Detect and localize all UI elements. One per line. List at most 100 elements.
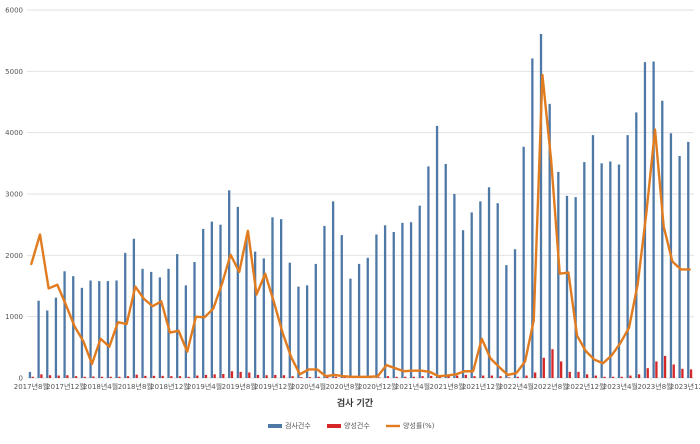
x-tick-label: 2021년12월 <box>462 382 502 391</box>
bar-tests <box>262 258 265 378</box>
bar-positives <box>161 375 164 378</box>
bar-tests <box>202 228 205 378</box>
bar-tests <box>487 187 491 378</box>
x-tick-label: 2023년8월 <box>637 382 672 391</box>
bar-tests <box>124 252 127 378</box>
bar-tests <box>617 164 621 378</box>
bar-positives <box>300 377 303 378</box>
y-axis-ticks: 0 1000 2000 3000 4000 5000 6000 <box>5 7 23 383</box>
bar-positives <box>274 374 277 378</box>
bar-tests <box>600 163 603 378</box>
bar-tests <box>444 163 447 378</box>
x-tick-label: 2018년4월 <box>83 382 118 391</box>
bar-tests <box>80 287 84 378</box>
bar-positives <box>74 376 78 378</box>
bar-positives <box>92 376 95 378</box>
bar-positives <box>603 376 606 378</box>
x-tick-label: 2021년8월 <box>430 382 465 391</box>
bar-tests <box>245 236 248 378</box>
bar-tests <box>340 235 343 378</box>
bar-tests <box>132 238 136 378</box>
x-tick-label: 2018년12월 <box>150 382 190 391</box>
bar-positives <box>508 377 511 378</box>
bar-tests <box>635 112 638 379</box>
bar-positives <box>126 376 130 378</box>
bar-tests <box>427 166 430 378</box>
bar-positives <box>100 376 104 378</box>
bar-positives <box>170 376 173 378</box>
bar-positives <box>83 376 86 378</box>
x-tick-label: 2021년4월 <box>395 382 430 391</box>
bar-tests <box>314 263 317 378</box>
bar-tests <box>461 230 465 378</box>
bar-tests <box>89 280 92 378</box>
bar-positives <box>689 369 693 378</box>
y-tick-label: 3000 <box>5 191 23 199</box>
bar-positives <box>308 377 312 378</box>
bar-positives <box>525 375 528 378</box>
bar-tests <box>349 278 352 378</box>
bar-tests <box>46 310 49 378</box>
x-tick-label: 2023년4월 <box>603 382 638 391</box>
bar-tests <box>496 203 499 378</box>
bar-positives <box>594 375 597 378</box>
y-tick-label: 6000 <box>5 7 23 15</box>
bar-tests <box>505 265 508 378</box>
bar-tests <box>392 232 395 378</box>
bar-tests <box>150 271 153 378</box>
bar-tests <box>531 58 534 378</box>
bar-tests <box>305 285 309 378</box>
bar-tests <box>661 100 664 379</box>
bar-tests <box>401 222 404 378</box>
bar-positives <box>637 374 641 378</box>
bar-positives <box>482 375 485 378</box>
bar-positives <box>577 371 580 378</box>
y-tick-label: 2000 <box>5 252 23 260</box>
bar-positives <box>326 376 329 378</box>
bar-tests <box>539 33 543 379</box>
gridlines <box>27 9 694 379</box>
bar-tests <box>357 263 361 378</box>
bar-positives <box>551 349 554 378</box>
bar-tests <box>557 171 560 378</box>
bar-tests <box>565 195 569 378</box>
bar-positives <box>447 375 450 378</box>
bar-tests <box>28 371 32 378</box>
bar-positives <box>378 377 381 378</box>
bar-positives <box>611 376 615 378</box>
bar-tests <box>591 135 595 378</box>
bar-tests <box>288 262 291 378</box>
bar-positives <box>343 377 346 378</box>
bar-tests <box>652 61 655 379</box>
bar-positives <box>31 376 34 378</box>
bar-positives <box>681 368 684 378</box>
bar-positives <box>57 375 60 378</box>
bar-positives <box>239 371 242 378</box>
bar-positives <box>187 376 190 378</box>
bar-positives <box>464 374 467 378</box>
bar-positives <box>204 374 208 378</box>
bar-positives <box>559 361 563 378</box>
bar-tests <box>418 205 421 378</box>
bar-positives <box>178 376 182 378</box>
bar-tests <box>435 125 439 378</box>
bar-positives <box>430 375 433 378</box>
bar-tests <box>375 234 378 378</box>
y-tick-label: 1000 <box>5 313 23 321</box>
bar-tests <box>63 271 66 378</box>
bar-positives <box>490 375 493 378</box>
bar-tests <box>210 221 213 378</box>
bar-tests <box>219 224 222 378</box>
bar-positives <box>629 375 632 378</box>
bar-tests <box>236 206 239 378</box>
x-tick-label: 2017년8월 <box>14 382 49 391</box>
bar-tests <box>228 190 231 378</box>
bar-tests <box>513 249 517 378</box>
bar-tests <box>409 222 413 378</box>
y-tick-label: 5000 <box>5 68 23 76</box>
bar-tests <box>323 225 326 378</box>
bar-positives <box>291 376 294 378</box>
